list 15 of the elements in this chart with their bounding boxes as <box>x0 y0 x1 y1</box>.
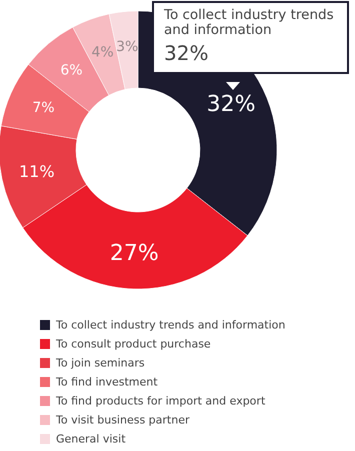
legend-label: To join seminars <box>55 356 145 370</box>
data-label: 6% <box>60 62 83 79</box>
legend-label: To collect industry trends and information <box>55 318 286 332</box>
data-label: 11% <box>18 162 55 182</box>
callout-box: To collect industry trends and information 32% <box>152 1 349 74</box>
data-label: 27% <box>110 240 159 266</box>
legend-label: General visit <box>56 432 126 446</box>
legend-label: To consult product purchase <box>55 338 211 350</box>
data-label: 4% <box>91 44 114 61</box>
data-label: 32% <box>206 92 256 118</box>
legend-label: To find products for import and export <box>55 394 266 408</box>
legend-label: To visit business partner <box>55 414 190 426</box>
legend-label: To find investment <box>55 376 158 388</box>
data-label: 3% <box>116 39 138 56</box>
data-label: 7% <box>32 100 55 116</box>
